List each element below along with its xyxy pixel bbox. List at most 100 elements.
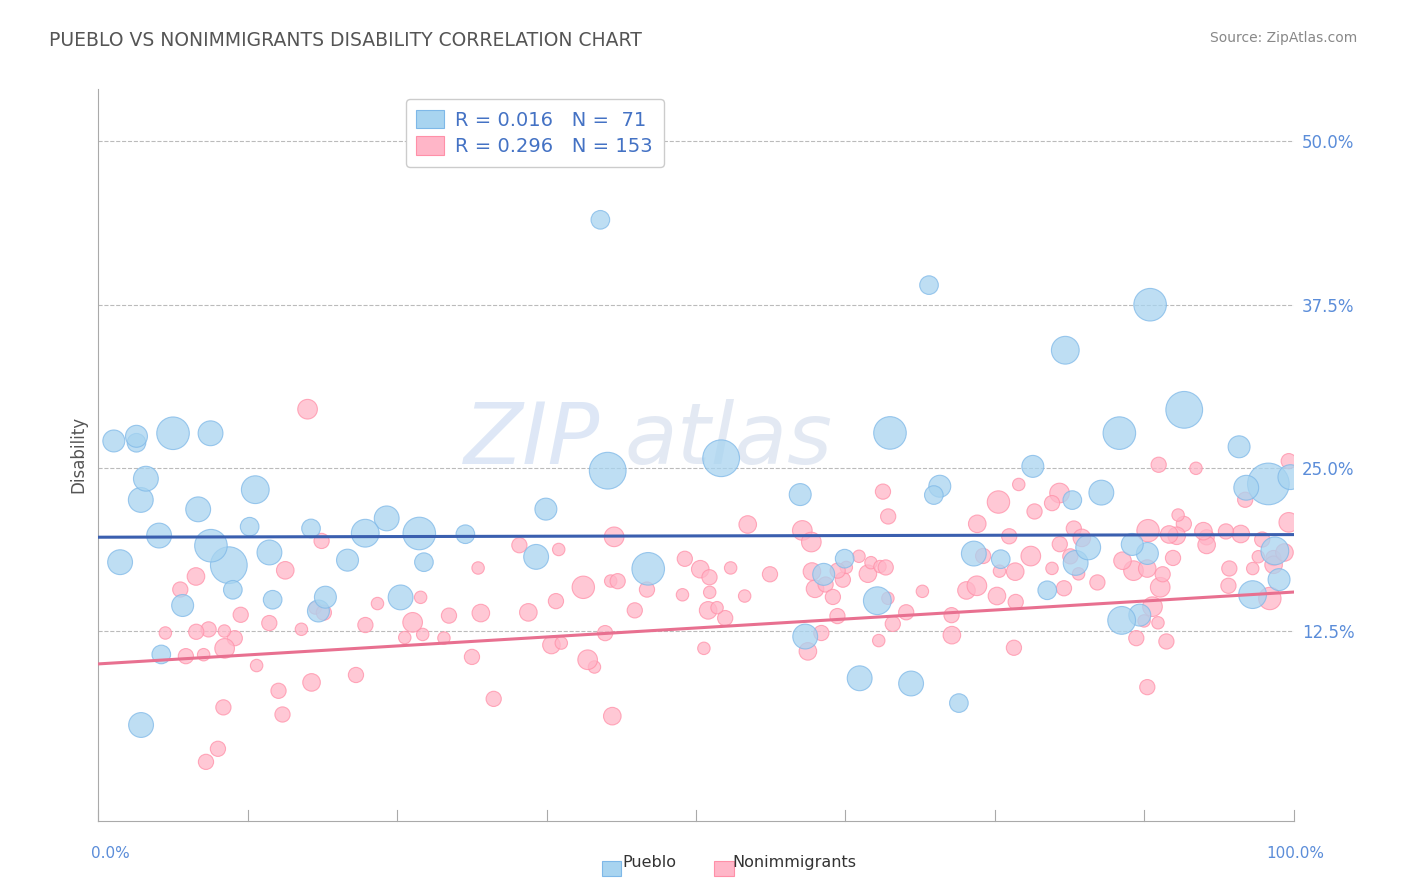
Point: [336, 553, 359, 567]
Point: [246, 658, 269, 673]
Legend: R = 0.016   N =  71, R = 0.296   N = 153: R = 0.016 N = 71, R = 0.296 N = 153: [406, 99, 664, 167]
Point: [900, 676, 922, 690]
Point: [1152, 567, 1174, 582]
Point: [734, 589, 756, 603]
Point: [214, 624, 236, 638]
Point: [1229, 527, 1251, 541]
Point: [1053, 581, 1076, 595]
Point: [304, 601, 326, 615]
Point: [673, 551, 696, 566]
Point: [311, 533, 333, 548]
Point: [212, 700, 235, 714]
Point: [603, 530, 626, 544]
Point: [129, 718, 152, 732]
Point: [433, 631, 456, 645]
Point: [413, 555, 436, 569]
Point: [1241, 588, 1264, 602]
Point: [207, 741, 229, 756]
Point: [1156, 634, 1178, 648]
Point: [271, 707, 294, 722]
Point: [877, 509, 900, 524]
Point: [835, 560, 858, 574]
Point: [1087, 575, 1109, 590]
Point: [354, 526, 377, 541]
Point: [1008, 477, 1031, 491]
Point: [1062, 493, 1084, 508]
Point: [517, 606, 540, 620]
Point: [879, 425, 901, 440]
Point: [547, 542, 569, 557]
Point: [222, 582, 245, 597]
Point: [267, 683, 290, 698]
Point: [1111, 614, 1133, 628]
Point: [508, 538, 530, 552]
Point: [169, 582, 191, 597]
Point: [848, 549, 870, 564]
Point: [1059, 549, 1081, 564]
Point: [804, 582, 827, 596]
Point: [224, 631, 246, 645]
Point: [1040, 496, 1063, 510]
Point: [941, 628, 963, 642]
Point: [1149, 580, 1171, 594]
Point: [454, 527, 477, 541]
Point: [1167, 508, 1189, 522]
Point: [274, 563, 297, 577]
Point: [312, 606, 335, 620]
Point: [872, 484, 894, 499]
Point: [1195, 530, 1218, 544]
Point: [1147, 615, 1170, 630]
Point: [599, 574, 621, 588]
Point: [1263, 558, 1285, 572]
Point: [467, 561, 489, 575]
Text: 100.0%: 100.0%: [1267, 847, 1324, 861]
Point: [1049, 537, 1071, 551]
Point: [354, 618, 377, 632]
Point: [827, 564, 849, 578]
Point: [200, 539, 222, 553]
Point: [689, 562, 711, 576]
Point: [1218, 561, 1240, 575]
Point: [859, 556, 882, 570]
Point: [218, 558, 240, 573]
Point: [1137, 524, 1160, 538]
Point: [1185, 461, 1208, 475]
Point: [1278, 516, 1301, 530]
Point: [1234, 492, 1257, 507]
Point: [602, 709, 624, 723]
Point: [697, 603, 720, 617]
Point: [1173, 402, 1195, 417]
Point: [314, 591, 336, 605]
Point: [589, 212, 612, 227]
Point: [987, 495, 1010, 509]
Point: [882, 616, 904, 631]
Point: [759, 567, 782, 582]
Point: [593, 626, 616, 640]
Point: [108, 555, 131, 569]
Point: [1227, 440, 1250, 454]
Point: [1054, 343, 1077, 358]
Text: 0.0%: 0.0%: [91, 847, 131, 861]
Point: [125, 435, 148, 450]
Point: [1002, 640, 1025, 655]
Point: [720, 561, 742, 575]
Point: [821, 590, 844, 604]
Point: [540, 638, 562, 652]
Point: [200, 426, 222, 441]
Point: [963, 547, 986, 561]
Point: [911, 584, 934, 599]
Point: [856, 566, 879, 581]
Point: [1263, 551, 1285, 566]
Point: [1064, 556, 1087, 570]
Point: [596, 464, 619, 478]
Point: [797, 644, 820, 658]
Point: [344, 668, 367, 682]
Point: [1264, 544, 1286, 558]
Point: [461, 649, 484, 664]
Point: [896, 605, 918, 619]
Point: [1234, 481, 1257, 495]
Point: [966, 516, 988, 531]
Point: [1111, 554, 1133, 568]
Point: [988, 564, 1011, 578]
Point: [482, 691, 505, 706]
